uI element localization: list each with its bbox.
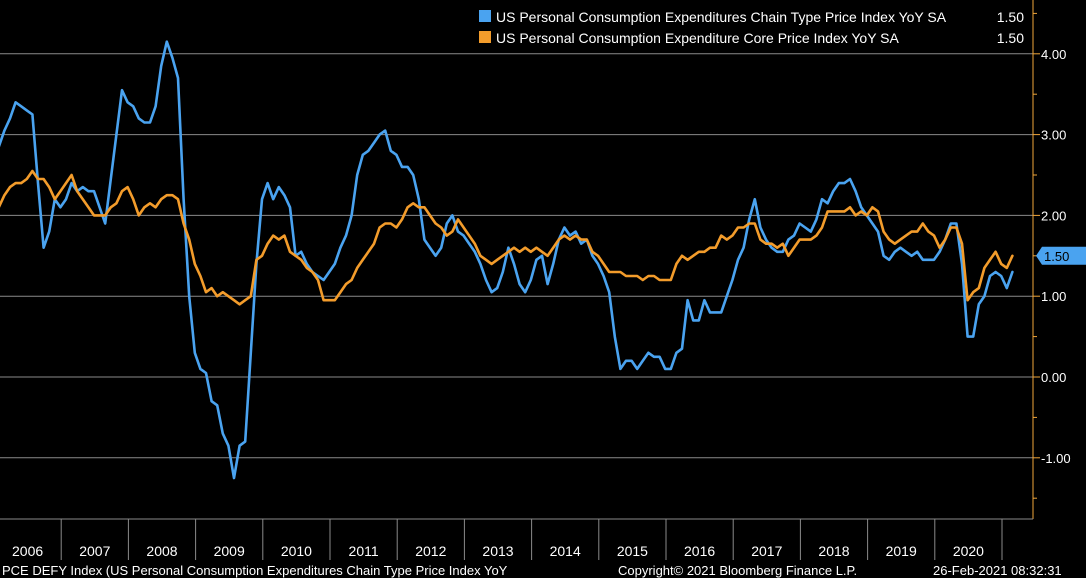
footer-copyright: Copyright© 2021 Bloomberg Finance L.P. bbox=[618, 563, 857, 578]
footer-timestamp: 26-Feb-2021 08:32:31 bbox=[933, 563, 1062, 578]
legend-box bbox=[468, 4, 1030, 50]
x-tick-label: 2014 bbox=[550, 543, 581, 559]
x-tick-label: 2016 bbox=[684, 543, 715, 559]
y-tick-label: 2.00 bbox=[1041, 208, 1066, 223]
legend-swatch bbox=[479, 31, 491, 43]
x-tick-label: 2008 bbox=[146, 543, 177, 559]
x-tick-label: 2013 bbox=[482, 543, 513, 559]
y-tick-label: 3.00 bbox=[1041, 128, 1066, 143]
x-tick-label: 2009 bbox=[214, 543, 245, 559]
series-lines bbox=[0, 40, 1014, 480]
y-tick-label: 1.00 bbox=[1041, 289, 1066, 304]
x-tick-label: 2007 bbox=[79, 543, 110, 559]
x-tick-label: 2010 bbox=[281, 543, 312, 559]
legend-value: 1.50 bbox=[997, 30, 1024, 46]
x-tick-label: 2011 bbox=[349, 543, 379, 559]
y-axis: -1.00 0.00 1.00 2.00 3.00 4.00 bbox=[1032, 0, 1071, 519]
current-value-badge: 1.50 bbox=[1036, 246, 1086, 265]
legend-label: US Personal Consumption Expenditures Cha… bbox=[496, 9, 947, 25]
x-tick-label: 2020 bbox=[953, 543, 984, 559]
x-tick-label: 2018 bbox=[818, 543, 849, 559]
x-tick-label: 2019 bbox=[886, 543, 917, 559]
x-tick-label: 2012 bbox=[415, 543, 446, 559]
x-axis: 2006 2007 2008 2009 2010 2011 2012 2013 2014 2015… bbox=[0, 518, 1033, 560]
x-tick-label: 2015 bbox=[617, 543, 648, 559]
legend: US Personal Consumption Expenditures Cha… bbox=[468, 4, 1030, 50]
y-tick-label: 4.00 bbox=[1041, 47, 1066, 62]
footer-index-text: PCE DEFY Index (US Personal Consumption … bbox=[2, 563, 508, 578]
legend-swatch bbox=[479, 10, 491, 22]
series-line-1 bbox=[0, 169, 1014, 306]
y-tick-label: 0.00 bbox=[1041, 370, 1066, 385]
legend-value: 1.50 bbox=[997, 9, 1024, 25]
footer: PCE DEFY Index (US Personal Consumption … bbox=[2, 563, 1062, 578]
x-tick-label: 2017 bbox=[751, 543, 782, 559]
badge-value: 1.50 bbox=[1044, 249, 1069, 264]
series-line-0 bbox=[0, 40, 1014, 480]
legend-label: US Personal Consumption Expenditure Core… bbox=[496, 30, 900, 46]
x-tick-label: 2006 bbox=[12, 543, 43, 559]
y-tick-label: -1.00 bbox=[1041, 451, 1071, 466]
badge-shape bbox=[1036, 246, 1086, 265]
